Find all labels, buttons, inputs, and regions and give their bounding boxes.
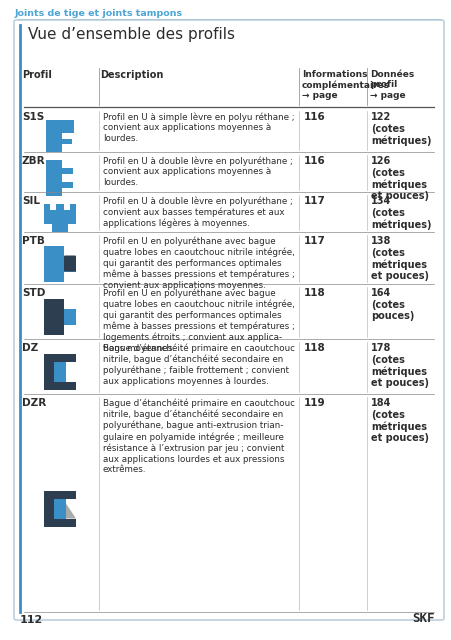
Text: Informations
complémentaires
→ page: Informations complémentaires → page xyxy=(301,70,389,100)
Polygon shape xyxy=(44,299,76,335)
Text: Profil en U en polyuréthane avec bague
quatre lobes en caoutchouc nitrile intégr: Profil en U en polyuréthane avec bague q… xyxy=(103,236,294,290)
Text: Bague d’étanchéité primaire en caoutchouc
nitrile, bague d’étanchéité secondaire: Bague d’étanchéité primaire en caoutchou… xyxy=(103,343,295,386)
Polygon shape xyxy=(44,490,76,527)
Text: 126
(cotes
métriques
et pouces): 126 (cotes métriques et pouces) xyxy=(370,156,428,202)
Text: 138
(cotes
métriques
et pouces): 138 (cotes métriques et pouces) xyxy=(370,236,428,282)
Text: Vue d’ensemble des profils: Vue d’ensemble des profils xyxy=(28,27,235,42)
Polygon shape xyxy=(46,120,74,152)
Text: DZ: DZ xyxy=(22,343,38,353)
Text: Profil en U à simple lèvre en polyu réthane ;
convient aux applications moyennes: Profil en U à simple lèvre en polyu réth… xyxy=(103,112,294,143)
Text: 164
(cotes
pouces): 164 (cotes pouces) xyxy=(370,288,414,321)
Text: ZBR: ZBR xyxy=(22,156,46,166)
Text: 112: 112 xyxy=(20,615,43,625)
Text: 178
(cotes
métriques
et pouces): 178 (cotes métriques et pouces) xyxy=(370,343,428,388)
Polygon shape xyxy=(44,354,76,390)
Text: 119: 119 xyxy=(304,398,325,408)
Text: Profil: Profil xyxy=(22,70,52,80)
Text: 117: 117 xyxy=(304,236,325,246)
FancyBboxPatch shape xyxy=(14,20,443,620)
Text: 117: 117 xyxy=(304,196,325,206)
Text: 116: 116 xyxy=(304,112,325,122)
Text: 118: 118 xyxy=(304,343,325,353)
Text: SKF: SKF xyxy=(412,612,434,625)
Text: 122
(cotes
métriques): 122 (cotes métriques) xyxy=(370,112,431,146)
Bar xyxy=(54,499,66,518)
Text: 116: 116 xyxy=(304,156,325,166)
FancyBboxPatch shape xyxy=(64,309,76,325)
Polygon shape xyxy=(44,246,76,282)
Text: S1S: S1S xyxy=(22,112,44,122)
Text: Bague d’étanchéité primaire en caoutchouc
nitrile, bague d’étanchéité secondaire: Bague d’étanchéité primaire en caoutchou… xyxy=(103,398,295,474)
Text: Données
profil
→ page: Données profil → page xyxy=(369,70,413,100)
Text: Joints de tige et joints tampons: Joints de tige et joints tampons xyxy=(15,9,183,18)
Text: SIL: SIL xyxy=(22,196,40,206)
Text: Profil en U à double lèvre en polyuréthane ;
convient aux applications moyennes : Profil en U à double lèvre en polyurétha… xyxy=(103,156,292,187)
Bar xyxy=(54,362,66,382)
FancyBboxPatch shape xyxy=(64,255,76,271)
Text: DZR: DZR xyxy=(22,398,46,408)
Text: STD: STD xyxy=(22,288,45,298)
Text: PTB: PTB xyxy=(22,236,45,246)
Text: 134
(cotes
métriques): 134 (cotes métriques) xyxy=(370,196,431,230)
Text: Profil en U à double lèvre en polyuréthane ;
convient aux basses températures et: Profil en U à double lèvre en polyurétha… xyxy=(103,196,292,228)
Text: 184
(cotes
métriques
et pouces): 184 (cotes métriques et pouces) xyxy=(370,398,428,444)
Polygon shape xyxy=(66,504,76,518)
Text: 118: 118 xyxy=(304,288,325,298)
Text: Profil en U en polyuréthane avec bague
quatre lobes en caoutchouc nitrile intégr: Profil en U en polyuréthane avec bague q… xyxy=(103,288,294,353)
Polygon shape xyxy=(46,159,73,195)
Text: Description: Description xyxy=(100,70,163,80)
Polygon shape xyxy=(44,204,76,232)
